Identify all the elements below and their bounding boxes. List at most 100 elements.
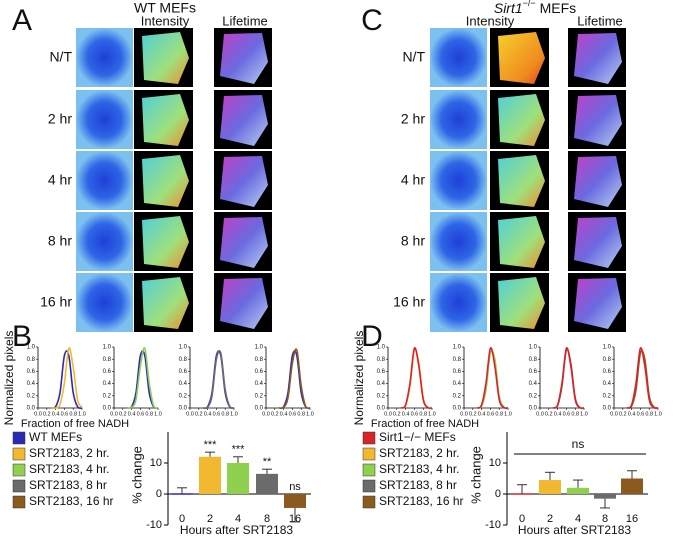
significance-label: ns — [289, 481, 301, 493]
panel-title: Sirt1−/− MEFs — [494, 0, 576, 16]
x-tick-label: 0.4 — [128, 411, 136, 417]
x-tick-label: 0.2 — [469, 411, 477, 417]
y-tick-label: 0.4 — [377, 381, 386, 387]
x-tick-label: 2 — [547, 513, 553, 525]
micrograph-raw — [430, 273, 487, 332]
row-label: N/T — [402, 49, 425, 65]
y-tick-label: 0.0 — [179, 406, 188, 412]
x-tick-label: 1.0 — [230, 411, 238, 417]
row-label: 16 hr — [40, 294, 72, 310]
legend-swatch — [12, 479, 26, 493]
y-tick-label: 0.8 — [27, 357, 36, 363]
y-tick-label: 0.2 — [103, 393, 112, 399]
x-tick-label: 0 — [179, 513, 185, 525]
micrograph-raw — [76, 212, 133, 271]
x-tick-label: 0.6 — [137, 411, 145, 417]
y-axis-label: Normalized pixels — [352, 331, 366, 426]
y-tick-label: 0.0 — [529, 406, 538, 412]
x-tick-label: 1.0 — [654, 411, 662, 417]
x-tick-label: 8 — [264, 513, 270, 525]
y-tick-label: 0.2 — [603, 393, 612, 399]
legend-swatch — [12, 463, 26, 477]
y-tick-label: 0.0 — [377, 406, 386, 412]
legend-label: SRT2183, 4 hr. — [379, 462, 460, 476]
x-tick-label: 0.8 — [221, 411, 229, 417]
y-tick-label: 0.4 — [179, 381, 188, 387]
density-curve — [552, 347, 585, 409]
legend-label: Sirt1−/− MEFs — [379, 430, 456, 444]
x-tick-label: 1.0 — [580, 411, 588, 417]
x-tick-label: 0.4 — [204, 411, 212, 417]
significance-label: ns — [572, 437, 585, 451]
y-tick-label: 0.4 — [255, 381, 264, 387]
y-tick-label: 1.0 — [377, 345, 386, 351]
x-tick-label: 0.2 — [119, 411, 127, 417]
x-tick-label: 1.0 — [154, 411, 162, 417]
density-curve — [400, 347, 433, 409]
x-tick-label: 0.2 — [545, 411, 553, 417]
y-tick-label: 0.8 — [255, 357, 264, 363]
bar — [594, 494, 616, 499]
legend-swatch — [12, 431, 26, 445]
bar — [284, 494, 306, 508]
y-tick-label: 0.2 — [255, 393, 264, 399]
micrograph-intensity — [498, 155, 545, 207]
x-axis-label: Hours after SRT2183 — [180, 523, 293, 537]
micrograph-intensity — [142, 32, 189, 84]
x-axis-label: Fraction of free NADH — [371, 418, 479, 430]
micrograph-intensity — [498, 216, 545, 268]
row-label: 16 hr — [393, 294, 425, 310]
x-tick-label: 4 — [235, 513, 241, 525]
density-curve — [127, 347, 159, 409]
y-tick-label: 0.2 — [453, 393, 462, 399]
legend-label: SRT2183, 16 hr — [29, 494, 114, 508]
x-tick-label: 0.4 — [402, 411, 410, 417]
y-tick-label: 0.6 — [179, 369, 188, 375]
y-tick-label: 0.0 — [603, 406, 612, 412]
significance-label: ** — [263, 456, 272, 468]
legend-swatch — [362, 495, 376, 509]
panel-title: WT MEFs — [134, 0, 196, 16]
panel-label: D — [361, 320, 383, 353]
legend-swatch — [362, 447, 376, 461]
y-tick-label: 0.4 — [103, 381, 112, 387]
y-tick-label: 0.8 — [453, 357, 462, 363]
legend-swatch — [362, 463, 376, 477]
title-suffix: MEFs — [540, 0, 577, 16]
significance-label: *** — [232, 444, 246, 456]
x-tick-label: 0.6 — [637, 411, 645, 417]
x-tick-label: 0.6 — [61, 411, 69, 417]
micrograph-intensity — [498, 32, 545, 84]
micrograph-lifetime — [574, 217, 622, 268]
micrograph-lifetime — [574, 278, 622, 329]
x-tick-label: 0.2 — [43, 411, 51, 417]
panel-label: B — [12, 320, 32, 353]
legend-label: SRT2183, 2 hr. — [379, 446, 460, 460]
y-tick-label: 1.0 — [179, 345, 188, 351]
micrograph-lifetime — [220, 217, 268, 268]
micrograph-lifetime — [574, 95, 622, 146]
column-header: Lifetime — [222, 13, 268, 28]
x-axis-label: Hours after SRT2183 — [518, 523, 631, 537]
density-curve — [126, 350, 159, 410]
micrograph-raw — [430, 151, 487, 210]
y-tick-label: 0.4 — [453, 381, 462, 387]
x-tick-label: 0.6 — [487, 411, 495, 417]
micrograph-lifetime — [220, 33, 268, 84]
x-axis-label: Fraction of free NADH — [21, 418, 129, 430]
y-tick-label: 1.0 — [103, 345, 112, 351]
density-curve — [476, 350, 509, 409]
x-tick-label: 0.4 — [554, 411, 562, 417]
x-tick-label: 0.4 — [52, 411, 60, 417]
x-tick-label: 0.6 — [411, 411, 419, 417]
micrograph-intensity — [498, 94, 545, 146]
y-tick-label: 0.6 — [27, 369, 36, 375]
y-tick-label: 10 — [489, 457, 501, 469]
y-tick-label: 0.2 — [27, 393, 36, 399]
legend-swatch — [362, 431, 376, 445]
row-label: 8 hr — [48, 233, 72, 249]
density-curve — [626, 347, 659, 409]
x-tick-label: 1.0 — [504, 411, 512, 417]
y-axis-label: % change — [468, 446, 483, 504]
y-tick-label: -10 — [146, 519, 162, 531]
